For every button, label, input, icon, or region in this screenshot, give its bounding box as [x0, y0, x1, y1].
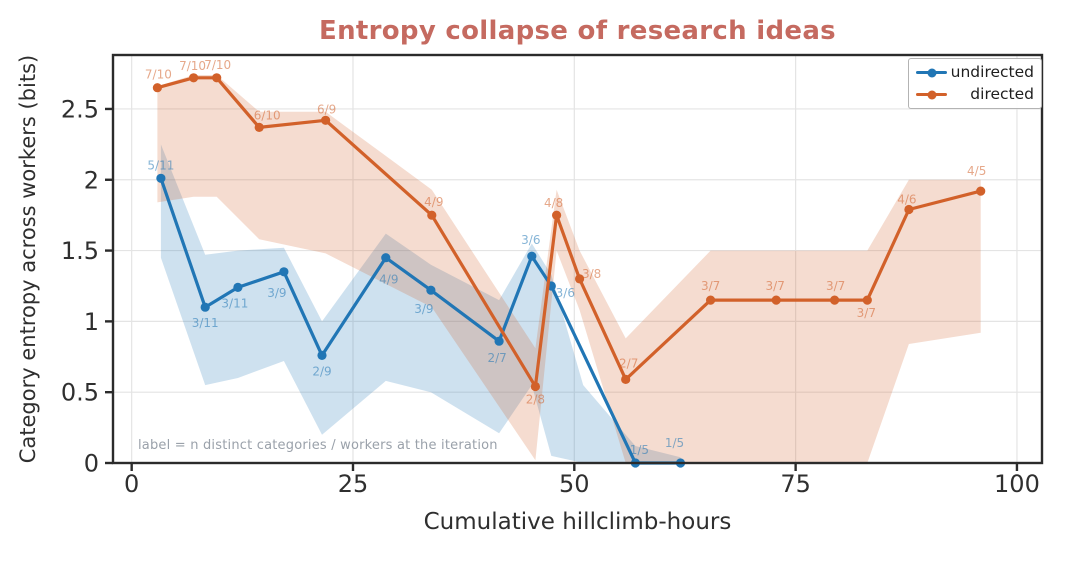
point-label-undirected: 1/5 — [630, 443, 649, 457]
markers-directed — [152, 73, 986, 392]
x-tick-label: 100 — [994, 470, 1040, 498]
point-label-directed: 3/7 — [701, 279, 720, 293]
marker-directed — [976, 186, 986, 196]
point-label-undirected: 3/11 — [221, 296, 248, 310]
marker-undirected — [233, 282, 243, 292]
y-tick-label: 2.5 — [61, 95, 99, 123]
annotation-note: label = n distinct categories / workers … — [138, 438, 498, 453]
point-label-directed: 7/10 — [204, 58, 231, 72]
marker-undirected — [156, 173, 166, 183]
point-label-undirected: 3/9 — [267, 286, 286, 300]
marker-directed — [254, 122, 264, 132]
point-label-directed: 3/7 — [857, 306, 876, 320]
legend-label-directed: directed — [970, 85, 1034, 103]
point-label-undirected: 3/9 — [414, 302, 433, 316]
point-label-undirected: 5/11 — [147, 158, 174, 172]
point-label-directed: 7/10 — [179, 59, 206, 73]
marker-undirected — [494, 336, 504, 346]
point-label-directed: 3/7 — [766, 279, 785, 293]
y-axis-label: Category entropy across workers (bits) — [16, 54, 40, 464]
marker-directed — [152, 83, 162, 93]
legend-line-directed-icon — [916, 90, 947, 99]
legend-label-undirected: undirected — [950, 63, 1034, 81]
marker-undirected — [527, 251, 537, 261]
point-label-undirected: 1/5 — [665, 436, 684, 450]
point-label-directed: 6/9 — [317, 102, 336, 116]
point-label-directed: 3/8 — [582, 267, 601, 281]
point-label-directed: 4/6 — [897, 193, 916, 207]
marker-undirected — [426, 285, 436, 295]
marker-directed — [530, 381, 541, 392]
point-label-undirected: 3/6 — [556, 286, 575, 300]
marker-undirected — [317, 350, 327, 360]
legend-marker-directed-icon — [927, 90, 936, 99]
line-directed — [155, 76, 983, 389]
x-tick-label: 25 — [338, 470, 369, 498]
point-label-directed: 7/10 — [145, 68, 172, 82]
point-label-directed: 6/10 — [254, 108, 281, 122]
x-tick-label: 75 — [780, 470, 811, 498]
point-labels-directed: 7/107/107/106/10 6/94/92/84/83/82/73/7 3/7… — [145, 58, 986, 407]
chart-title: Entropy collapse of research ideas — [319, 16, 836, 46]
point-label-undirected: 3/11 — [192, 316, 219, 330]
y-tick-label: 1 — [84, 308, 99, 336]
point-label-undirected: 3/6 — [521, 233, 540, 247]
marker-undirected — [381, 253, 391, 263]
point-label-directed: 3/7 — [826, 279, 845, 293]
x-axis-label: Cumulative hillclimb-hours — [423, 509, 732, 535]
line-undirected — [159, 176, 683, 465]
y-tick-label: 2 — [84, 166, 99, 194]
point-label-directed: 4/5 — [967, 164, 986, 178]
point-label-undirected: 2/9 — [312, 364, 331, 378]
y-axis-ticks: 0 0.5 1 1.5 2 2.5 — [61, 95, 113, 478]
marker-directed — [862, 295, 872, 305]
gridlines — [113, 55, 1042, 463]
y-tick-label: 0.5 — [61, 379, 99, 407]
marker-directed — [575, 274, 585, 284]
legend-item-undirected: undirected — [916, 63, 1034, 82]
point-label-directed: 4/8 — [544, 196, 563, 210]
marker-undirected — [279, 267, 289, 277]
point-label-undirected: 4/9 — [379, 273, 398, 287]
point-label-directed: 2/8 — [526, 393, 545, 407]
plot-border — [111, 53, 1044, 465]
marker-directed — [621, 374, 631, 384]
x-tick-label: 0 — [124, 470, 139, 498]
legend-marker-undirected-icon — [927, 68, 936, 77]
y-tick-label: 1.5 — [61, 237, 99, 265]
legend-line-undirected-icon — [916, 68, 947, 77]
marker-directed — [771, 295, 781, 305]
x-tick-label: 50 — [559, 470, 590, 498]
marker-directed — [321, 115, 331, 125]
point-labels-undirected: 5/11 3/113/11 3/9 2/9 4/9 3/9 2/7 3/6 3/6 1/5 1/5 — [147, 158, 684, 457]
marker-directed — [830, 295, 840, 305]
marker-directed — [904, 204, 914, 215]
marker-directed — [189, 73, 199, 83]
marker-directed — [427, 210, 437, 220]
legend-item-directed: directed — [916, 85, 1034, 104]
point-label-undirected: 2/7 — [487, 351, 506, 365]
point-label-directed: 2/7 — [619, 356, 638, 370]
marker-undirected — [200, 302, 210, 312]
marker-directed — [552, 210, 562, 220]
band-directed — [157, 75, 981, 463]
y-tick-label: 0 — [84, 450, 99, 478]
band-undirected — [160, 144, 681, 463]
marker-directed — [706, 295, 716, 305]
legend: undirected directed — [908, 58, 1042, 109]
marker-directed — [212, 73, 222, 83]
x-axis-ticks: 0 25 50 75 100 — [124, 463, 1040, 498]
point-label-directed: 4/9 — [424, 195, 443, 209]
